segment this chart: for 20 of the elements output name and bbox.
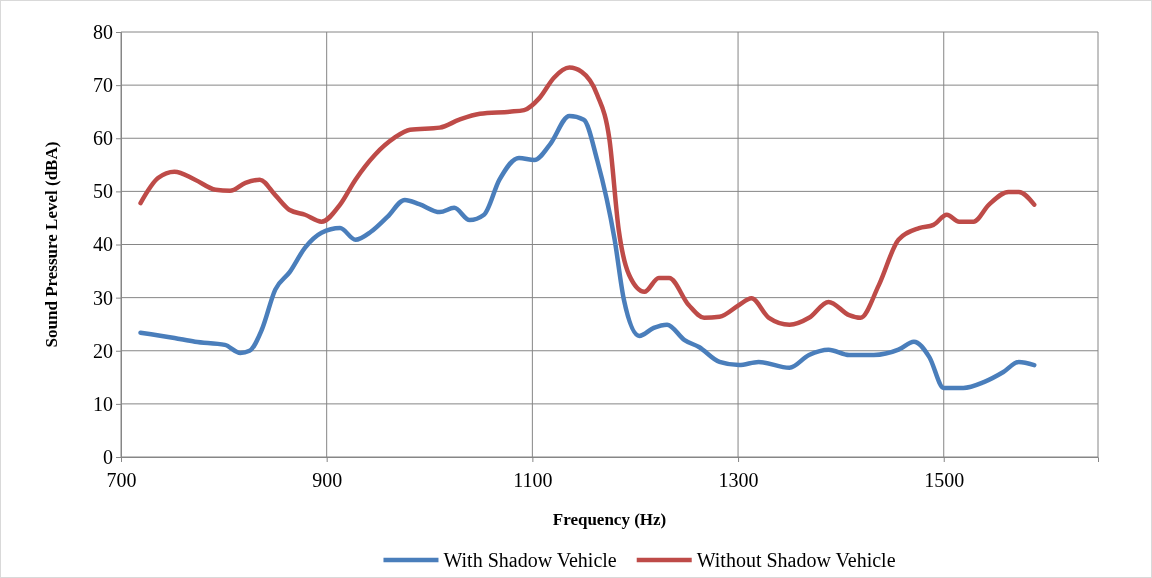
x-tick-label: 900 xyxy=(312,469,343,491)
y-tick-label: 40 xyxy=(93,233,113,256)
y-tick-label: 20 xyxy=(93,339,113,362)
y-tick-label: 60 xyxy=(93,127,113,150)
y-tick-label: 70 xyxy=(93,74,113,97)
line-series xyxy=(138,113,1037,391)
y-tick-label: 0 xyxy=(103,445,113,468)
y-tick-label: 50 xyxy=(93,180,113,203)
x-tick-label: 1100 xyxy=(513,469,553,491)
line-series xyxy=(138,65,1037,327)
y-tick-label: 80 xyxy=(93,20,113,43)
x-axis-title: Frequency (Hz) xyxy=(552,510,667,529)
x-tick-label: 1300 xyxy=(718,469,759,491)
x-tick-label: 700 xyxy=(106,469,137,491)
legend-label: With Shadow Vehicle xyxy=(443,549,617,571)
legend-label: Without Shadow Vehicle xyxy=(696,549,896,571)
x-tick-label: 1500 xyxy=(924,469,965,491)
y-tick-label: 30 xyxy=(93,286,113,309)
y-tick-label: 10 xyxy=(93,392,113,415)
y-axis-title: Sound Pressure Level (dBA) xyxy=(42,141,61,348)
